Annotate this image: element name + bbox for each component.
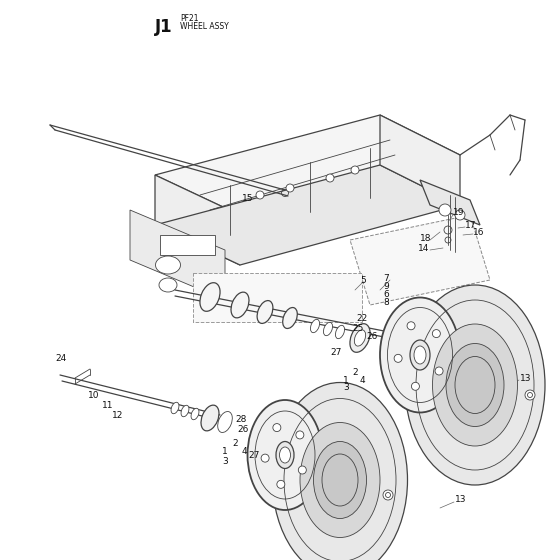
- Ellipse shape: [191, 408, 199, 419]
- Ellipse shape: [314, 441, 366, 519]
- Text: 25: 25: [352, 324, 363, 333]
- Ellipse shape: [410, 340, 430, 370]
- Text: 10: 10: [88, 390, 100, 399]
- Circle shape: [383, 490, 393, 500]
- Polygon shape: [155, 115, 460, 215]
- Text: 24: 24: [55, 353, 66, 362]
- Text: 11: 11: [102, 402, 114, 410]
- Circle shape: [277, 480, 285, 488]
- Text: 4: 4: [360, 376, 366, 385]
- Ellipse shape: [181, 405, 189, 417]
- Text: 16: 16: [473, 227, 484, 236]
- Text: 2: 2: [232, 438, 237, 447]
- Ellipse shape: [350, 324, 370, 352]
- Text: 1: 1: [222, 447, 228, 456]
- Text: 18: 18: [420, 234, 432, 242]
- Ellipse shape: [380, 297, 460, 413]
- Ellipse shape: [405, 285, 545, 485]
- Ellipse shape: [156, 256, 180, 274]
- Circle shape: [412, 382, 419, 390]
- Ellipse shape: [218, 412, 232, 432]
- Ellipse shape: [171, 402, 179, 414]
- Text: 26: 26: [366, 332, 377, 340]
- Ellipse shape: [279, 447, 291, 463]
- Ellipse shape: [310, 319, 320, 333]
- Text: 13: 13: [455, 496, 466, 505]
- Text: 1: 1: [343, 376, 349, 385]
- Ellipse shape: [324, 323, 333, 335]
- Polygon shape: [130, 210, 225, 300]
- Circle shape: [528, 393, 533, 398]
- Ellipse shape: [335, 325, 344, 339]
- Text: 14: 14: [418, 244, 430, 253]
- Ellipse shape: [201, 405, 219, 431]
- Circle shape: [525, 390, 535, 400]
- Circle shape: [351, 166, 359, 174]
- Text: 9: 9: [383, 282, 389, 291]
- Circle shape: [439, 204, 451, 216]
- Circle shape: [432, 330, 440, 338]
- Text: 8: 8: [383, 297, 389, 306]
- Circle shape: [261, 454, 269, 462]
- Ellipse shape: [248, 400, 323, 510]
- Text: 28: 28: [235, 416, 246, 424]
- Polygon shape: [380, 115, 460, 205]
- Circle shape: [296, 431, 304, 439]
- Text: 17: 17: [465, 221, 477, 230]
- Ellipse shape: [231, 292, 249, 318]
- Text: 15: 15: [242, 194, 254, 203]
- Circle shape: [273, 423, 281, 432]
- Text: 4: 4: [242, 447, 248, 456]
- Polygon shape: [155, 165, 460, 265]
- Ellipse shape: [257, 301, 273, 324]
- Text: 22: 22: [356, 314, 367, 323]
- FancyBboxPatch shape: [193, 273, 362, 322]
- Polygon shape: [350, 215, 490, 305]
- Ellipse shape: [273, 382, 408, 560]
- Text: 19: 19: [453, 208, 464, 217]
- Circle shape: [298, 466, 306, 474]
- Circle shape: [455, 210, 465, 220]
- Text: 3: 3: [222, 456, 228, 465]
- Circle shape: [326, 174, 334, 182]
- Text: 27: 27: [330, 348, 342, 357]
- Ellipse shape: [283, 307, 297, 329]
- Circle shape: [407, 322, 415, 330]
- Circle shape: [256, 191, 264, 199]
- Ellipse shape: [446, 343, 504, 427]
- Ellipse shape: [159, 278, 177, 292]
- Text: 12: 12: [112, 412, 123, 421]
- Text: 13: 13: [520, 374, 531, 382]
- Ellipse shape: [200, 283, 220, 311]
- Circle shape: [435, 367, 443, 375]
- Ellipse shape: [414, 346, 426, 364]
- Circle shape: [385, 492, 390, 497]
- Text: 26: 26: [237, 426, 249, 435]
- Text: 5: 5: [360, 276, 366, 284]
- Circle shape: [286, 184, 294, 192]
- Text: J1: J1: [155, 18, 172, 36]
- Polygon shape: [420, 180, 480, 225]
- Ellipse shape: [432, 324, 517, 446]
- Text: PF21: PF21: [180, 14, 198, 23]
- Text: WHEEL ASSY: WHEEL ASSY: [180, 22, 228, 31]
- Text: 7: 7: [383, 273, 389, 282]
- Ellipse shape: [300, 422, 380, 538]
- Ellipse shape: [354, 330, 366, 346]
- Ellipse shape: [276, 441, 294, 469]
- FancyBboxPatch shape: [160, 235, 215, 255]
- Circle shape: [394, 354, 402, 362]
- Text: 3: 3: [343, 384, 349, 393]
- Polygon shape: [155, 175, 240, 265]
- Text: 27: 27: [248, 450, 259, 460]
- Text: 6: 6: [383, 290, 389, 298]
- Text: 2: 2: [352, 367, 358, 376]
